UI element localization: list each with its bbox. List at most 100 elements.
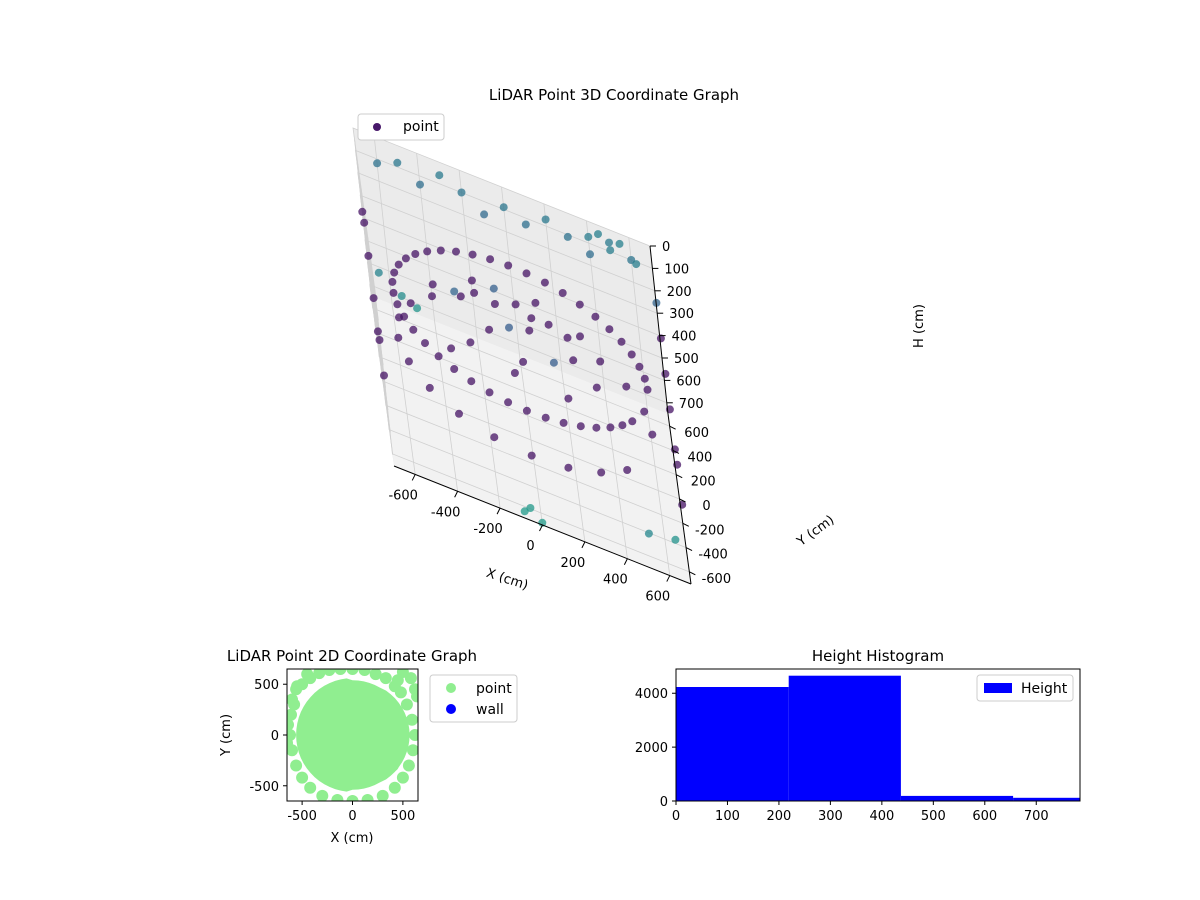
chart-3d-xtick-label: 200	[561, 556, 586, 571]
chart-3d-point	[428, 280, 437, 289]
chart-3d-point	[549, 358, 558, 367]
chart-3d-point	[605, 325, 614, 334]
chart-3d-point	[522, 406, 531, 415]
chart-3d-z-axis	[649, 245, 669, 415]
chart-3d-legend: point	[357, 113, 445, 141]
chart-3d-point	[374, 268, 383, 277]
chart-2d-point	[316, 789, 329, 801]
chart-3d-xtick-label: -600	[388, 488, 418, 503]
chart-2d-point	[296, 771, 309, 784]
chart-2d-ylabel: Y (cm)	[219, 714, 234, 757]
chart-3d-point	[618, 421, 627, 430]
chart-2d: LiDAR Point 2D Coordinate Graph -500 0 500…	[219, 647, 518, 846]
chart-3d-zlabel: H (cm)	[912, 304, 927, 348]
chart-3d-xtick	[411, 474, 416, 481]
chart-3d-ytick	[682, 522, 690, 527]
chart-3d-point	[406, 299, 415, 308]
histogram-legend-label: Height	[1021, 681, 1068, 697]
chart-3d-ytick	[672, 449, 680, 454]
histogram-xtick-label: 500	[921, 809, 946, 824]
chart-3d-point	[452, 247, 460, 256]
chart-3d-ytick-label: -600	[702, 572, 732, 587]
chart-3d-point	[643, 385, 652, 394]
chart-3d-xtick-label: -400	[431, 505, 461, 520]
chart-3d-ztick-label: 400	[672, 330, 697, 345]
chart-2d-point	[369, 669, 382, 681]
chart-3d-points	[358, 158, 687, 544]
chart-2d-point	[346, 795, 359, 801]
chart-3d-ytick	[669, 425, 676, 430]
chart-2d-point-cluster	[296, 678, 410, 792]
chart-3d-point	[457, 188, 466, 197]
chart-2d-legend-label-wall: wall	[476, 702, 504, 718]
histogram-bars	[676, 675, 1080, 801]
histogram-title: Height Histogram	[812, 647, 944, 665]
chart-3d-point	[538, 518, 547, 527]
chart-2d-legend-marker-wall	[446, 704, 456, 714]
chart-3d-point	[428, 292, 436, 301]
chart-3d-point	[411, 250, 420, 258]
chart-3d-point	[404, 357, 413, 366]
chart-3d-point	[504, 261, 513, 270]
chart-3d-grid-x	[416, 153, 458, 492]
chart-3d-point	[505, 323, 513, 332]
chart-3d-xtick	[666, 575, 671, 582]
histogram-legend-swatch	[984, 683, 1012, 693]
chart-2d-point	[290, 759, 303, 772]
chart-3d-point	[661, 369, 670, 378]
chart-2d-ytick-label: 500	[254, 678, 279, 693]
chart-2d-axes: -500 0 500 -500 0 500	[249, 678, 415, 824]
histogram-bar	[676, 687, 789, 801]
chart-2d-xtick-label: 500	[390, 809, 415, 824]
chart-3d-point	[597, 468, 606, 477]
histogram-xtick-label: 600	[972, 809, 997, 824]
chart-3d-point	[358, 207, 367, 216]
chart-2d-xtick-label: -500	[287, 809, 317, 824]
chart-3d-xtick-label: 400	[603, 573, 628, 588]
chart-3d-ztick-label: 600	[676, 374, 701, 389]
chart-3d-point	[592, 423, 601, 432]
chart-3d-point	[389, 288, 398, 297]
chart-3d-point	[510, 369, 519, 377]
chart-3d-point	[450, 365, 459, 373]
histogram-axes: 0 100 200 300 400 500 600 700 0 2000 4000	[635, 687, 1049, 824]
chart-2d-ytick-label: 0	[271, 729, 279, 744]
chart-3d-point	[617, 337, 626, 346]
chart-3d-point	[584, 232, 593, 241]
chart-3d-grid-x	[543, 203, 586, 542]
chart-3d-point	[569, 356, 578, 365]
histogram-bar	[900, 795, 1014, 801]
chart-2d-point	[358, 669, 371, 676]
chart-2d-point	[407, 744, 418, 757]
chart-2d-point	[406, 713, 418, 726]
chart-3d-point	[485, 388, 494, 397]
chart-2d-point	[314, 669, 325, 672]
chart-2d-point	[391, 674, 404, 687]
chart-3d-point	[416, 180, 424, 189]
chart-3d-ztick-label: 700	[679, 397, 704, 412]
chart-3d-point	[605, 238, 613, 247]
chart-3d-point	[640, 407, 649, 416]
chart-3d-point	[586, 250, 594, 259]
chart-3d-ytick-label: -200	[695, 523, 725, 538]
histogram-xtick-label: 300	[818, 809, 843, 824]
chart-3d-axes: -600 -400 -200 0 200 400 600 -600 -400 -200 0 200 40…	[388, 240, 731, 605]
chart-3d-point	[558, 289, 567, 297]
histogram-ytick-label: 4000	[635, 687, 668, 702]
chart-3d-point	[525, 326, 534, 335]
chart-2d-point	[361, 794, 374, 801]
chart-3d-point	[467, 377, 476, 386]
chart-3d-ztick-label: 300	[669, 307, 694, 322]
histogram-legend-frame	[976, 674, 1074, 702]
chart-2d-title: LiDAR Point 2D Coordinate Graph	[227, 647, 477, 665]
chart-3d-ztick-label: 100	[664, 262, 689, 277]
chart-3d-point	[455, 409, 463, 418]
chart-2d-point	[400, 698, 413, 711]
chart-3d-point	[388, 277, 397, 286]
chart-3d-point	[375, 336, 384, 344]
chart-3d-point	[467, 276, 476, 285]
chart-2d-point	[313, 669, 326, 680]
chart-3d-point	[527, 451, 536, 460]
chart-3d-xtick-label: -200	[473, 522, 503, 537]
